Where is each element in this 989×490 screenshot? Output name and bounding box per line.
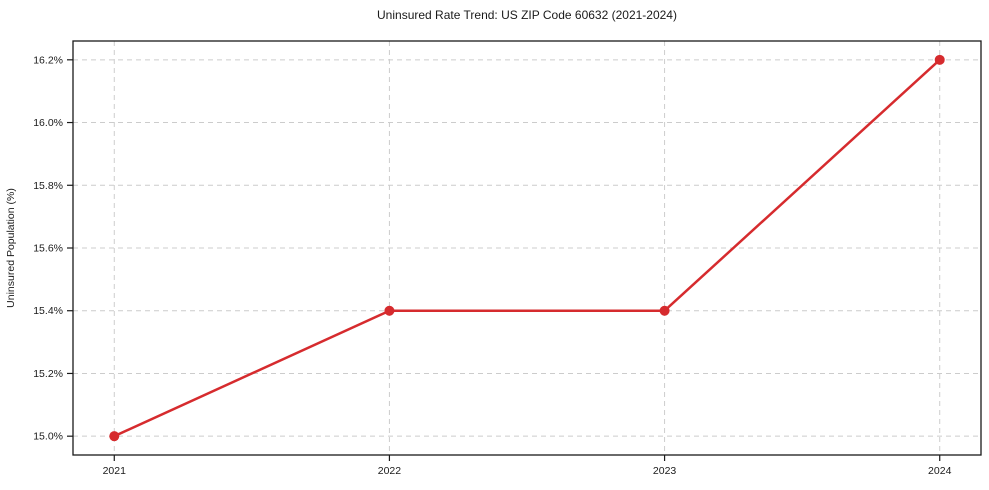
data-point-marker: [384, 305, 395, 316]
y-tick-label: 16.2%: [33, 54, 63, 66]
x-tick-label: 2022: [378, 465, 402, 477]
y-tick-label: 15.4%: [33, 305, 63, 317]
gridlines: [73, 41, 981, 455]
data-point-marker: [659, 305, 670, 316]
data-series: [109, 54, 945, 442]
y-tick-label: 15.0%: [33, 431, 63, 443]
axes: 15.0% 15.2% 15.4% 15.6% 15.8% 16.0% 16.2% 2021 2…: [33, 40, 982, 477]
data-point-marker: [934, 54, 945, 65]
data-point-marker: [109, 431, 120, 442]
x-tick-label: 2024: [928, 465, 952, 477]
y-tick-label: 15.8%: [33, 180, 63, 192]
trend-line: [113, 58, 941, 438]
x-tick-label: 2023: [653, 465, 677, 477]
chart-title: Uninsured Rate Trend: US ZIP Code 60632 …: [377, 8, 677, 22]
y-tick-label: 15.6%: [33, 243, 63, 255]
y-axis-label: Uninsured Population (%): [5, 188, 17, 308]
y-tick-label: 16.0%: [33, 117, 63, 129]
y-tick-label: 15.2%: [33, 368, 63, 380]
x-tick-label: 2021: [103, 465, 127, 477]
